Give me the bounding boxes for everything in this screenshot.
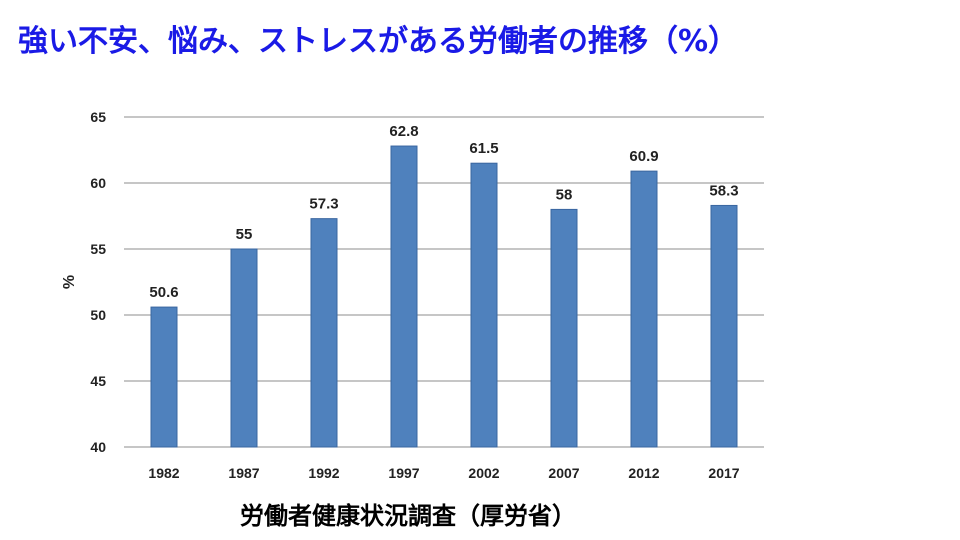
data-label-1987: 55: [236, 226, 253, 243]
bar-1992: [310, 218, 338, 448]
y-axis-label: %: [61, 275, 78, 289]
x-tick-label-1982: 1982: [148, 465, 179, 481]
bar-2012: [630, 170, 658, 448]
data-label-1982: 50.6: [149, 284, 178, 301]
x-tick-label-1992: 1992: [308, 465, 339, 481]
data-labels: 50.6 55 57.3 62.8 61.5 58 60.9 58.3: [149, 123, 738, 301]
bar-1982: [150, 306, 178, 448]
bars: [150, 145, 738, 448]
x-tick-label-1987: 1987: [228, 465, 259, 481]
x-tick-label-2002: 2002: [468, 465, 499, 481]
bar-2007: [550, 208, 578, 448]
y-tick-label: 50: [90, 307, 106, 323]
x-tick-label-2017: 2017: [708, 465, 739, 481]
bar-1987: [230, 248, 258, 448]
y-tick-label: 60: [90, 175, 106, 191]
slide-title: 強い不安、悩み、ストレスがある労働者の推移（%）: [18, 24, 739, 59]
data-label-2012: 60.9: [629, 148, 658, 165]
bar-2002: [470, 162, 498, 448]
y-tick-label: 45: [90, 373, 106, 389]
bar-chart: 50.6 55 57.3 62.8 61.5 58 60.9 58.3 40 45 50 55 60 6…: [61, 109, 764, 481]
data-label-1992: 57.3: [309, 196, 338, 213]
data-label-2007: 58: [556, 186, 573, 203]
bar-2017: [710, 204, 738, 448]
x-axis-ticks: 1982 1987 1992 1997 2002 2007 2012 2017: [148, 465, 739, 481]
source-label: 労働者健康状況調査（厚労省）: [240, 502, 576, 530]
x-tick-label-2012: 2012: [628, 465, 659, 481]
x-tick-label-1997: 1997: [388, 465, 419, 481]
y-tick-label: 55: [90, 241, 106, 257]
x-tick-label-2007: 2007: [548, 465, 579, 481]
bar-1997: [390, 145, 418, 448]
data-label-1997: 62.8: [389, 123, 418, 140]
data-label-2002: 61.5: [469, 140, 498, 157]
y-tick-label: 40: [90, 439, 106, 455]
data-label-2017: 58.3: [709, 182, 738, 199]
y-axis-ticks: 40 45 50 55 60 65: [90, 109, 106, 455]
y-tick-label: 65: [90, 109, 106, 125]
gridlines: [124, 116, 764, 448]
